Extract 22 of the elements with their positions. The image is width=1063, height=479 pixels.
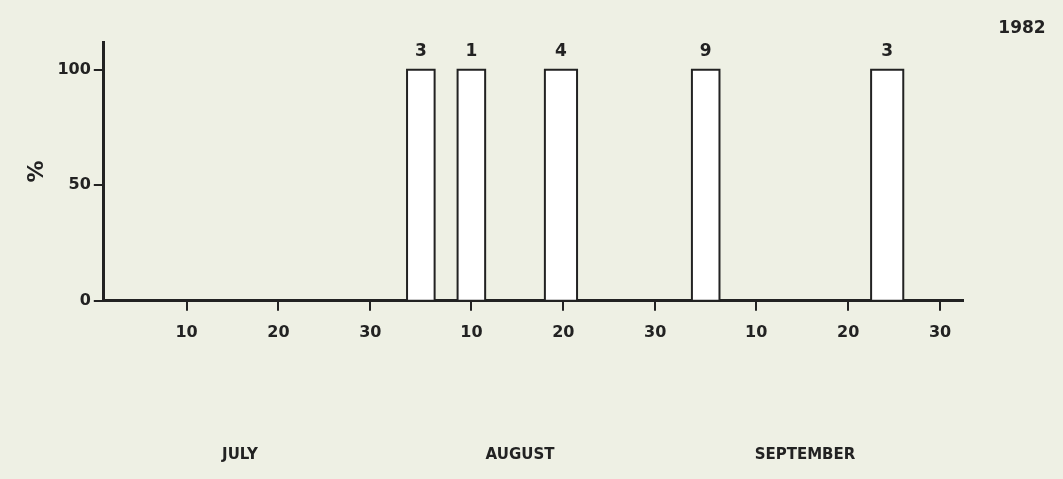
text: 1982 <box>998 16 1046 37</box>
annotation: 3 <box>414 39 427 60</box>
annotation: 4 <box>555 39 568 60</box>
annotation: 9 <box>699 39 712 60</box>
x-tick-label: 20 <box>267 321 290 341</box>
text: AUGUST <box>485 445 556 464</box>
x-tick-label: 10 <box>175 321 198 341</box>
text: JULY <box>221 445 260 464</box>
annotation: 1 <box>465 39 478 60</box>
y-axis-title: % <box>22 160 48 183</box>
x-tick-label: 30 <box>359 321 382 341</box>
x-tick-label: 10 <box>745 321 768 341</box>
x-tick-label: 20 <box>552 321 575 341</box>
text: SEPTEMBER <box>754 445 856 464</box>
y-tick-label: 0 <box>79 289 91 309</box>
y-tick-label: 50 <box>68 174 91 194</box>
x-tick-label: 30 <box>928 321 952 341</box>
y-tick-label: 100 <box>57 58 91 78</box>
annotation: 3 <box>881 39 894 60</box>
x-tick-label: 20 <box>837 321 860 341</box>
x-tick-label: 10 <box>460 321 483 341</box>
x-tick-label: 30 <box>644 321 667 341</box>
